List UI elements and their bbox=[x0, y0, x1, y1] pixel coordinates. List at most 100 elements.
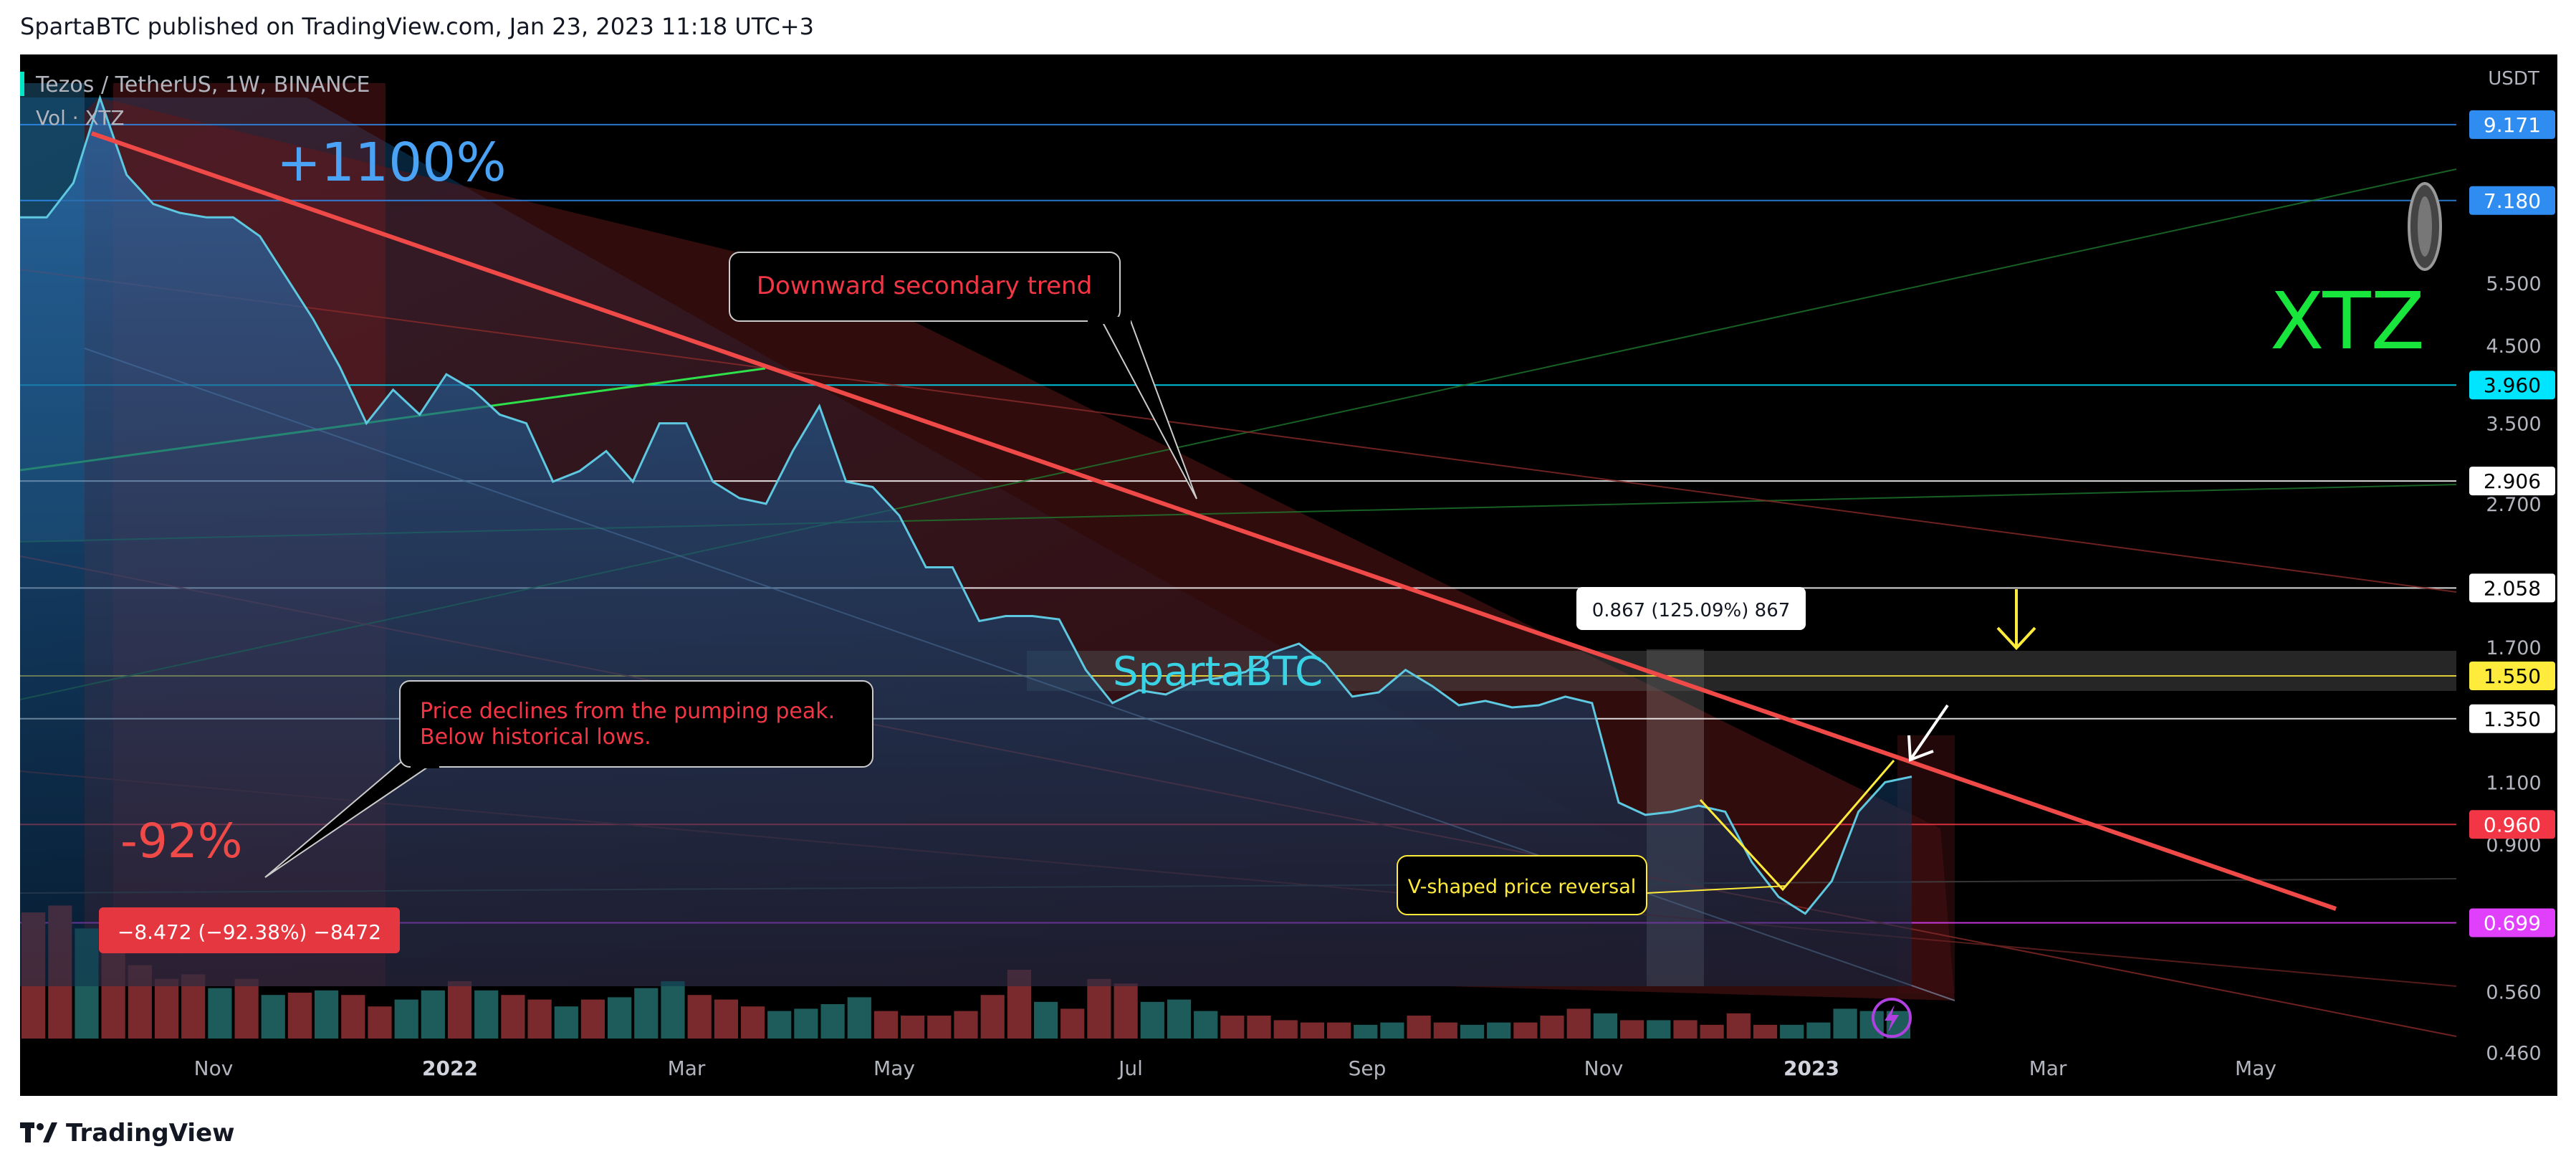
price-tag-label: 1.350 bbox=[2484, 707, 2541, 731]
tradingview-brand-text: TradingView bbox=[66, 1119, 235, 1147]
price-tag bbox=[2469, 467, 2555, 496]
v-shape-lines bbox=[1699, 760, 1895, 892]
volume-bar bbox=[1833, 1008, 1857, 1039]
y-tick-label: 4.500 bbox=[2486, 335, 2541, 358]
volume-bar bbox=[847, 997, 871, 1039]
price-tag bbox=[2469, 908, 2555, 937]
volume-bar bbox=[1273, 1020, 1298, 1039]
volume-bar bbox=[634, 988, 659, 1039]
volume-bar bbox=[1673, 1020, 1698, 1039]
volume-bar bbox=[1194, 1011, 1218, 1039]
decline-note-line2: Below historical lows. bbox=[420, 725, 651, 750]
v-shape-note-text: V-shaped price reversal bbox=[1408, 876, 1637, 898]
yellow-down-arrow-icon bbox=[1996, 589, 2036, 650]
measure-loss-label: −8.472 (−92.38%) −8472 bbox=[99, 907, 400, 953]
y-tick-label: 5.500 bbox=[2486, 273, 2541, 295]
volume-bar bbox=[1087, 978, 1111, 1039]
svg-text:−8.472 (−92.38%) −8472: −8.472 (−92.38%) −8472 bbox=[118, 920, 381, 944]
y-tick-label: 0.460 bbox=[2486, 1043, 2541, 1065]
price-tag-label: 9.171 bbox=[2484, 113, 2541, 137]
v-shape-pointer bbox=[1646, 885, 1787, 894]
volume-bar bbox=[927, 1016, 952, 1039]
volume-bar bbox=[1433, 1022, 1457, 1039]
loss-percent-text: -92% bbox=[120, 813, 243, 869]
price-tag-label: 2.906 bbox=[2484, 469, 2541, 493]
volume-bar bbox=[1647, 1020, 1671, 1039]
volume-bar bbox=[1140, 1001, 1164, 1039]
volume-bar bbox=[1780, 1024, 1804, 1039]
volume-bar bbox=[687, 995, 712, 1039]
x-tick-label: 2023 bbox=[1783, 1056, 1839, 1080]
y-tick-label: 1.100 bbox=[2486, 772, 2541, 794]
volume-bar bbox=[1513, 1022, 1538, 1039]
volume-bar bbox=[1460, 1024, 1485, 1039]
trend-note-callout: Downward secondary trend bbox=[729, 252, 1197, 500]
price-tag bbox=[2469, 186, 2555, 215]
volume-bar bbox=[447, 981, 472, 1039]
volume-bar bbox=[1593, 1013, 1617, 1039]
volume-bar bbox=[1220, 1016, 1245, 1039]
volume-bar bbox=[1407, 1016, 1431, 1039]
volume-bar bbox=[1700, 1024, 1724, 1039]
volume-bar bbox=[1859, 1011, 1884, 1039]
volume-bar bbox=[954, 1011, 978, 1039]
volume-bar bbox=[554, 1006, 578, 1039]
decline-note-line1: Price declines from the pumping peak. bbox=[420, 699, 835, 724]
volume-bar bbox=[1726, 1013, 1751, 1039]
gain-percent-text: +1100% bbox=[277, 132, 507, 194]
x-tick-label: Nov bbox=[194, 1056, 234, 1080]
volume-bar bbox=[767, 1011, 792, 1039]
symbol-text: Tezos / TetherUS, 1W, BINANCE bbox=[35, 72, 370, 97]
white-arrow-icon bbox=[1907, 704, 1949, 762]
price-tag-label: 7.180 bbox=[2484, 189, 2541, 213]
price-tag-label: 2.058 bbox=[2484, 576, 2541, 600]
volume-bar bbox=[1327, 1022, 1351, 1039]
v-shape-note-callout: V-shaped price reversal bbox=[1397, 855, 1647, 915]
y-tick-label: 2.700 bbox=[2486, 494, 2541, 516]
x-tick-label: Mar bbox=[2029, 1056, 2067, 1080]
volume-bar bbox=[820, 1004, 845, 1039]
volume-bar bbox=[474, 990, 499, 1039]
volume-bar bbox=[1753, 1024, 1778, 1039]
volume-bar bbox=[1380, 1022, 1404, 1039]
lightning-badge-icon[interactable] bbox=[1872, 998, 1912, 1038]
y-tick-label: 0.560 bbox=[2486, 981, 2541, 1003]
volume-bar bbox=[501, 995, 525, 1039]
price-scale-unit: USDT bbox=[2488, 68, 2539, 90]
trend-line bbox=[20, 269, 2457, 593]
publisher-header: SpartaBTC published on TradingView.com, … bbox=[20, 13, 814, 40]
price-chart[interactable]: Downward secondary trend Price declines … bbox=[20, 54, 2557, 1096]
volume-bar bbox=[208, 988, 232, 1039]
volume-bar bbox=[1354, 1024, 1378, 1039]
volume-bar bbox=[154, 978, 179, 1039]
price-tag-label: 1.550 bbox=[2484, 664, 2541, 688]
volume-bar bbox=[580, 999, 605, 1039]
price-tag bbox=[2469, 810, 2555, 839]
y-tick-label: 1.700 bbox=[2486, 637, 2541, 659]
volume-bar bbox=[1247, 1016, 1271, 1039]
x-tick-label: 2022 bbox=[422, 1056, 478, 1080]
x-tick-label: Mar bbox=[668, 1056, 706, 1080]
price-tag bbox=[2469, 573, 2555, 603]
volume-bar bbox=[287, 993, 312, 1039]
chart-panel[interactable]: Downward secondary trend Price declines … bbox=[20, 54, 2557, 1096]
tradingview-footer[interactable]: TradingView bbox=[20, 1115, 235, 1151]
price-tag bbox=[2469, 704, 2555, 733]
volume-bar bbox=[794, 1008, 818, 1039]
price-tag bbox=[2469, 371, 2555, 400]
volume-bar bbox=[1034, 1001, 1058, 1039]
volume-bar bbox=[315, 990, 339, 1039]
x-tick-label: Jul bbox=[1117, 1056, 1143, 1080]
volume-bar bbox=[661, 981, 685, 1039]
volume-bar bbox=[234, 978, 259, 1039]
volume-bar bbox=[341, 995, 365, 1039]
volume-bar bbox=[1300, 1022, 1324, 1039]
volume-bar bbox=[368, 1006, 392, 1039]
measure-gain-label: 0.867 (125.09%) 867 bbox=[1576, 587, 1806, 630]
volume-bar bbox=[1487, 1022, 1511, 1039]
volume-bar bbox=[980, 995, 1005, 1039]
y-tick-label: 3.500 bbox=[2486, 414, 2541, 436]
volume-bar bbox=[1060, 1008, 1085, 1039]
volume-bar bbox=[873, 1011, 899, 1039]
symbol-marker bbox=[20, 72, 24, 96]
